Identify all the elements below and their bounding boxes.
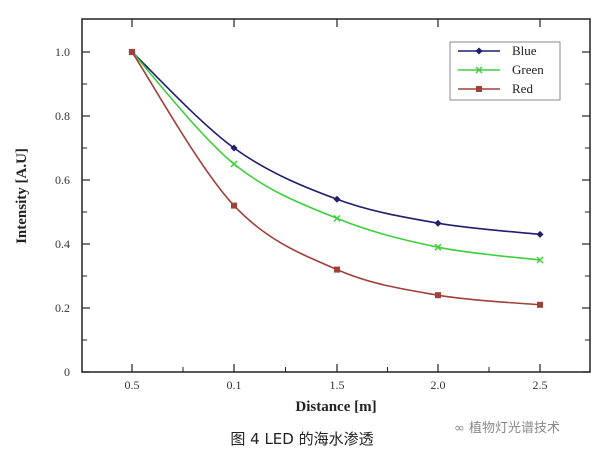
svg-text:Green: Green [512, 62, 544, 77]
svg-text:Red: Red [512, 81, 533, 96]
y-axis: 0 0.2 0.4 0.6 0.8 1.0 [55, 45, 590, 379]
x-tick-label: 2.5 [533, 378, 548, 392]
legend-item-blue: Blue [458, 43, 537, 58]
y-tick-label: 1.0 [55, 45, 70, 59]
x-tick-label: 0.5 [125, 378, 140, 392]
watermark: ∞ 植物灯光谱技术 [454, 421, 560, 436]
legend: Blue Green Red [449, 41, 561, 101]
y-tick-label: 0.4 [55, 237, 70, 251]
legend-item-red: Red [458, 81, 533, 96]
y-tick-label: 0.8 [55, 109, 70, 123]
svg-text:Blue: Blue [512, 43, 537, 58]
x-axis: 0.5 0.1 1.5 2.0 2.5 [125, 19, 548, 392]
series-group [128, 48, 544, 308]
y-tick-label: 0 [64, 365, 70, 379]
x-tick-label: 2.0 [431, 378, 446, 392]
x-tick-label: 0.1 [227, 378, 242, 392]
legend-item-green: Green [458, 62, 544, 77]
x-axis-title: Distance [m] [295, 399, 376, 415]
y-tick-label: 0.2 [55, 301, 70, 315]
figure-caption: 图 4 LED 的海水渗透 [230, 430, 374, 448]
wechat-icon: ∞ [454, 421, 469, 436]
y-axis-title: Intensity [A.U] [14, 148, 30, 244]
x-tick-label: 1.5 [330, 378, 345, 392]
y-tick-label: 0.6 [55, 173, 70, 187]
plot-frame [81, 18, 591, 373]
series-red [129, 49, 543, 308]
